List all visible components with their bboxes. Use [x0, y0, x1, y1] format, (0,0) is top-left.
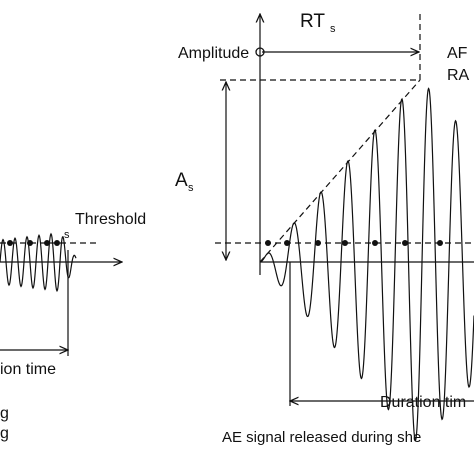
crossing-dot: [44, 240, 50, 246]
amplitude-label: Amplitude: [178, 45, 249, 62]
crossing-dot: [27, 240, 33, 246]
crossing-dot: [315, 240, 321, 246]
crossing-dot: [372, 240, 378, 246]
as-label: A: [175, 170, 188, 191]
threshold-label: Threshold: [75, 211, 146, 228]
waveform: [0, 232, 77, 293]
crossing-dot: [265, 240, 271, 246]
caption-line: g: [0, 425, 9, 442]
rt-subscript: s: [330, 23, 336, 35]
crossing-dot: [402, 240, 408, 246]
crossing-dot: [284, 240, 290, 246]
origin-marker: [255, 47, 265, 57]
crossing-dot: [342, 240, 348, 246]
as-subscript: s: [188, 182, 194, 194]
duration-label: Duration tim: [380, 394, 466, 411]
af-label: AF: [447, 45, 468, 62]
caption: AE signal released during she: [222, 429, 421, 446]
threshold-subscript: s: [64, 229, 70, 241]
left-panel: Threshold s ion time g g: [0, 211, 146, 442]
crossing-dot: [437, 240, 443, 246]
caption-line: g: [0, 405, 9, 422]
duration-label: ion time: [0, 361, 56, 378]
ra-label: RA: [447, 67, 470, 84]
crossing-dot: [54, 240, 60, 246]
crossing-dots: [7, 240, 60, 246]
crossing-dot: [7, 240, 13, 246]
waveform: [259, 87, 474, 442]
rise-slope: [259, 79, 421, 263]
crossing-dots: [265, 240, 443, 246]
rt-label: RT: [300, 11, 325, 32]
right-panel: RT s Amplitude AF RA A s Duration tim AE…: [175, 11, 474, 446]
